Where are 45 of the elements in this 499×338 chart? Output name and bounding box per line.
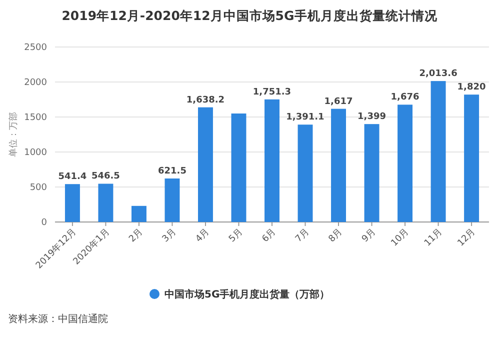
chart-title: 2019年12月-2020年12月中国市场5G手机月度出货量统计情况 bbox=[62, 8, 438, 23]
data-label: 541.4 bbox=[58, 172, 87, 182]
y-tick-label: 1000 bbox=[24, 148, 48, 158]
x-tick-label: 3月 bbox=[160, 227, 178, 245]
y-tick-label: 0 bbox=[41, 218, 48, 228]
bar bbox=[164, 178, 180, 222]
y-tick-label: 2500 bbox=[24, 43, 48, 54]
bar bbox=[298, 124, 313, 222]
data-label: 1,751.3 bbox=[252, 87, 292, 98]
bar bbox=[64, 184, 80, 222]
x-tick-label: 9月 bbox=[360, 227, 378, 245]
bar bbox=[264, 99, 280, 222]
bar bbox=[231, 114, 246, 222]
bar bbox=[430, 81, 446, 222]
y-tick-label: 2000 bbox=[24, 78, 48, 88]
data-label: 546.5 bbox=[91, 172, 120, 182]
y-tick-label: 1500 bbox=[24, 113, 48, 124]
x-tick-label: 5月 bbox=[227, 227, 245, 245]
data-label: 2,013.6 bbox=[419, 69, 458, 80]
data-label: 1,399 bbox=[358, 112, 386, 122]
data-label: 1,391.1 bbox=[286, 112, 324, 123]
data-label: 1,638.2 bbox=[186, 95, 225, 106]
x-tick-label: 6月 bbox=[260, 227, 278, 245]
x-tick-label: 12月 bbox=[456, 227, 478, 249]
x-tick-label: 7月 bbox=[294, 227, 312, 245]
bar bbox=[98, 184, 114, 222]
y-axis-title: 单位：万部 bbox=[8, 112, 19, 157]
data-label: 1,820 bbox=[457, 82, 486, 93]
data-label: 621.5 bbox=[158, 166, 186, 176]
x-tick-label: 4月 bbox=[194, 227, 212, 245]
y-tick-label: 500 bbox=[30, 183, 48, 194]
bar bbox=[198, 107, 213, 222]
x-tick-label: 2月 bbox=[128, 227, 146, 245]
x-tick-label: 8月 bbox=[327, 227, 345, 245]
data-label: 1,676 bbox=[390, 92, 420, 103]
legend-label: 中国市场5G手机月度出货量（万部） bbox=[164, 288, 330, 300]
bar bbox=[331, 108, 346, 222]
x-tick-label: 11月 bbox=[422, 227, 444, 249]
bar bbox=[464, 94, 480, 222]
data-label: 1,617 bbox=[324, 96, 353, 107]
x-tick-label: 10月 bbox=[390, 227, 412, 249]
bar bbox=[131, 206, 146, 222]
bar bbox=[398, 104, 413, 222]
bar bbox=[364, 124, 380, 222]
text: 资料来源：中国信通院 bbox=[8, 313, 108, 325]
